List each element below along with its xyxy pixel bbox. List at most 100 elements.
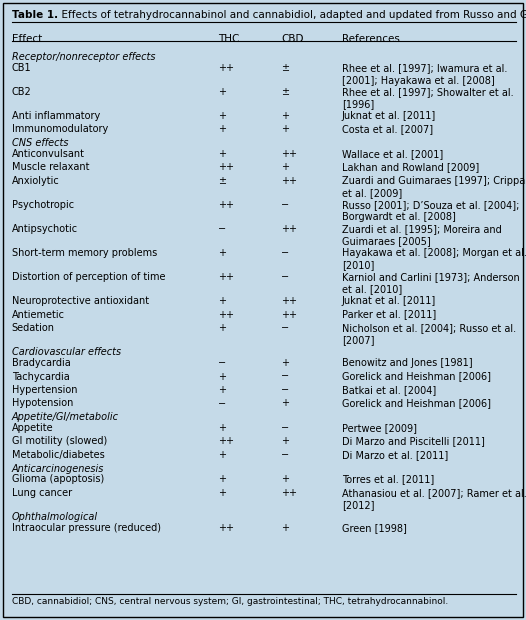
Text: Pertwee [2009]: Pertwee [2009] <box>342 423 417 433</box>
Text: +: + <box>281 436 289 446</box>
Text: ±: ± <box>281 63 289 73</box>
Text: Zuardi et al. [1995]; Moreira and: Zuardi et al. [1995]; Moreira and <box>342 224 502 234</box>
Text: ++: ++ <box>218 162 234 172</box>
Text: [1996]: [1996] <box>342 99 374 110</box>
Text: ++: ++ <box>218 436 234 446</box>
Text: ++: ++ <box>281 149 297 159</box>
Text: CBD: CBD <box>281 34 304 44</box>
Text: Gorelick and Heishman [2006]: Gorelick and Heishman [2006] <box>342 399 491 409</box>
Text: ±: ± <box>281 87 289 97</box>
Text: [2001]; Hayakawa et al. [2008]: [2001]; Hayakawa et al. [2008] <box>342 76 494 86</box>
Text: Juknat et al. [2011]: Juknat et al. [2011] <box>342 296 436 306</box>
Text: Karniol and Carlini [1973]; Anderson: Karniol and Carlini [1973]; Anderson <box>342 272 520 282</box>
Text: Anticonvulsant: Anticonvulsant <box>12 149 85 159</box>
Text: Effects of tetrahydrocannabinol and cannabidiol, adapted and updated from Russo : Effects of tetrahydrocannabinol and cann… <box>55 10 526 20</box>
Text: +: + <box>218 474 226 484</box>
Text: Costa et al. [2007]: Costa et al. [2007] <box>342 125 433 135</box>
Text: Green [1998]: Green [1998] <box>342 523 407 533</box>
Text: [2010]: [2010] <box>342 260 375 270</box>
Text: ++: ++ <box>281 176 297 186</box>
Text: Table 1.: Table 1. <box>12 10 58 20</box>
Text: Antiemetic: Antiemetic <box>12 309 65 319</box>
Text: +: + <box>218 87 226 97</box>
Text: ++: ++ <box>281 224 297 234</box>
Text: ++: ++ <box>218 523 234 533</box>
Text: Wallace et al. [2001]: Wallace et al. [2001] <box>342 149 443 159</box>
Text: −: − <box>281 450 289 460</box>
Text: Antipsychotic: Antipsychotic <box>12 224 78 234</box>
Text: +: + <box>218 125 226 135</box>
Text: et al. [2010]: et al. [2010] <box>342 285 402 294</box>
Text: +: + <box>281 358 289 368</box>
Text: Anxiolytic: Anxiolytic <box>12 176 59 186</box>
Text: Athanasiou et al. [2007]; Ramer et al.: Athanasiou et al. [2007]; Ramer et al. <box>342 488 526 498</box>
Text: −: − <box>281 371 289 381</box>
Text: CNS effects: CNS effects <box>12 138 68 148</box>
Text: +: + <box>281 474 289 484</box>
Text: et al. [2009]: et al. [2009] <box>342 188 402 198</box>
Text: −: − <box>281 323 289 333</box>
Text: Tachycardia: Tachycardia <box>12 371 69 381</box>
Text: −: − <box>281 423 289 433</box>
Text: CBD, cannabidiol; CNS, central nervous system; GI, gastrointestinal; THC, tetrah: CBD, cannabidiol; CNS, central nervous s… <box>12 597 448 606</box>
Text: Torres et al. [2011]: Torres et al. [2011] <box>342 474 434 484</box>
Text: +: + <box>281 523 289 533</box>
Text: Bradycardia: Bradycardia <box>12 358 70 368</box>
Text: −: − <box>281 248 289 258</box>
Text: Receptor/nonreceptor effects: Receptor/nonreceptor effects <box>12 52 155 62</box>
Text: Zuardi and Guimaraes [1997]; Crippa: Zuardi and Guimaraes [1997]; Crippa <box>342 176 525 186</box>
Text: ++: ++ <box>218 272 234 282</box>
Text: Gorelick and Heishman [2006]: Gorelick and Heishman [2006] <box>342 371 491 381</box>
Text: ±: ± <box>218 176 226 186</box>
Text: −: − <box>281 385 289 395</box>
Text: Di Marzo and Piscitelli [2011]: Di Marzo and Piscitelli [2011] <box>342 436 485 446</box>
Text: Di Marzo et al. [2011]: Di Marzo et al. [2011] <box>342 450 448 460</box>
Text: CB1: CB1 <box>12 63 31 73</box>
Text: Lung cancer: Lung cancer <box>12 488 72 498</box>
Text: Muscle relaxant: Muscle relaxant <box>12 162 89 172</box>
Text: Russo [2001]; D’Souza et al. [2004];: Russo [2001]; D’Souza et al. [2004]; <box>342 200 519 210</box>
Text: Lakhan and Rowland [2009]: Lakhan and Rowland [2009] <box>342 162 479 172</box>
Text: Immunomodulatory: Immunomodulatory <box>12 125 108 135</box>
Text: +: + <box>281 399 289 409</box>
Text: Anti inflammatory: Anti inflammatory <box>12 111 100 121</box>
Text: Short-term memory problems: Short-term memory problems <box>12 248 157 258</box>
Text: +: + <box>218 488 226 498</box>
Text: +: + <box>281 111 289 121</box>
Text: ++: ++ <box>218 200 234 210</box>
Text: Parker et al. [2011]: Parker et al. [2011] <box>342 309 436 319</box>
Text: Batkai et al. [2004]: Batkai et al. [2004] <box>342 385 436 395</box>
Text: +: + <box>218 385 226 395</box>
Text: −: − <box>218 224 226 234</box>
Text: Appetite: Appetite <box>12 423 53 433</box>
Text: +: + <box>218 111 226 121</box>
Text: Guimaraes [2005]: Guimaraes [2005] <box>342 236 431 247</box>
Text: ++: ++ <box>281 296 297 306</box>
Text: Sedation: Sedation <box>12 323 55 333</box>
Text: ++: ++ <box>281 488 297 498</box>
Text: References: References <box>342 34 400 44</box>
Text: ++: ++ <box>218 63 234 73</box>
Text: −: − <box>281 200 289 210</box>
Text: +: + <box>218 423 226 433</box>
Text: Rhee et al. [1997]; Iwamura et al.: Rhee et al. [1997]; Iwamura et al. <box>342 63 507 73</box>
Text: Metabolic/diabetes: Metabolic/diabetes <box>12 450 104 460</box>
Text: Hypertension: Hypertension <box>12 385 77 395</box>
Text: +: + <box>218 296 226 306</box>
Text: Hypotension: Hypotension <box>12 399 73 409</box>
Text: Rhee et al. [1997]; Showalter et al.: Rhee et al. [1997]; Showalter et al. <box>342 87 513 97</box>
Text: Neuroprotective antioxidant: Neuroprotective antioxidant <box>12 296 149 306</box>
Text: −: − <box>218 399 226 409</box>
Text: Cardiovascular effects: Cardiovascular effects <box>12 347 120 357</box>
Text: +: + <box>218 371 226 381</box>
Text: Benowitz and Jones [1981]: Benowitz and Jones [1981] <box>342 358 472 368</box>
Text: Appetite/GI/metabolic: Appetite/GI/metabolic <box>12 412 118 422</box>
Text: Effect: Effect <box>12 34 42 44</box>
Text: [2007]: [2007] <box>342 335 375 345</box>
Text: Borgwardt et al. [2008]: Borgwardt et al. [2008] <box>342 213 456 223</box>
Text: +: + <box>281 162 289 172</box>
Text: −: − <box>281 272 289 282</box>
Text: Nicholson et al. [2004]; Russo et al.: Nicholson et al. [2004]; Russo et al. <box>342 323 516 333</box>
Text: Glioma (apoptosis): Glioma (apoptosis) <box>12 474 104 484</box>
Text: +: + <box>218 149 226 159</box>
